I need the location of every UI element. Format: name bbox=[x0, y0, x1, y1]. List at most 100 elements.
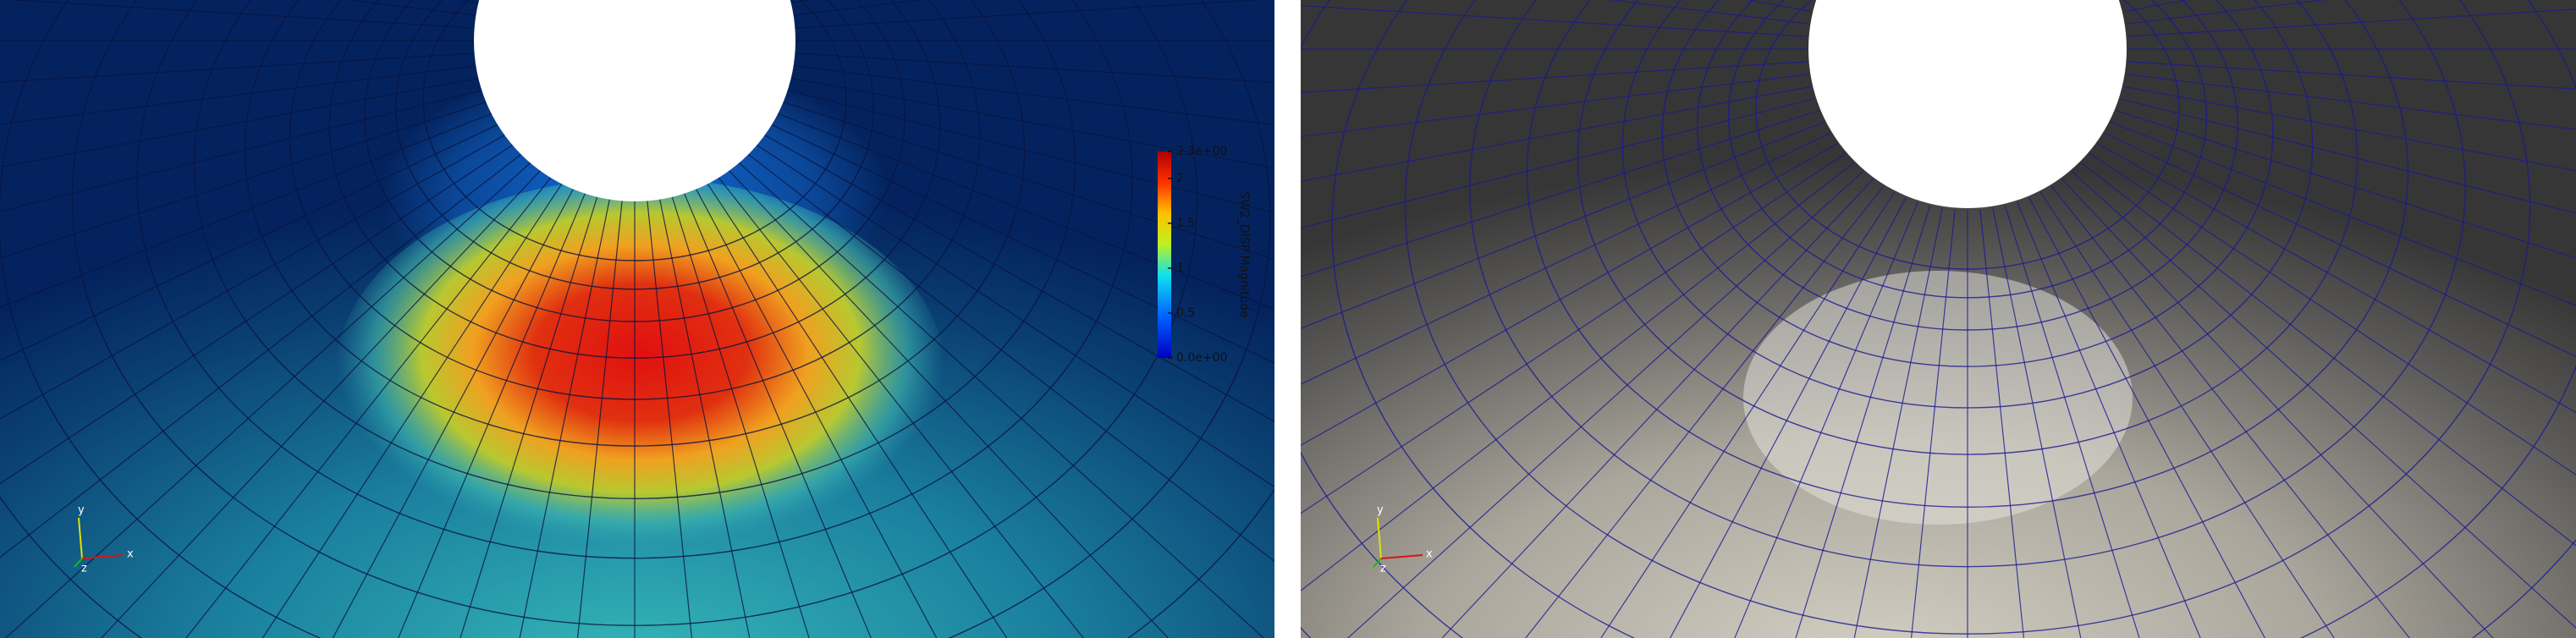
colorbar-ramp bbox=[1158, 151, 1171, 358]
mesh-spoke bbox=[0, 135, 505, 420]
mesh-spoke bbox=[100, 170, 541, 638]
mesh-spoke bbox=[1301, 132, 1831, 385]
colorbar-tick-label: 2 bbox=[1176, 172, 1184, 185]
colorbar: SW2_DISP Magnitude 2.3e+00 2 1.5 1 0.5 0.0e+0… bbox=[1158, 145, 1251, 365]
mesh-spoke bbox=[2004, 205, 2140, 638]
mesh-spoke bbox=[747, 153, 1274, 563]
mesh-spoke bbox=[1301, 152, 1846, 514]
hole bbox=[1808, 0, 2127, 208]
mesh-spoke bbox=[1301, 98, 1815, 229]
axis-label: x bbox=[1426, 548, 1433, 561]
mesh-spoke bbox=[757, 144, 1274, 488]
mesh-spoke bbox=[1301, 110, 1819, 278]
colorbar-tick-label: 0.0e+00 bbox=[1176, 351, 1227, 365]
mesh-spoke bbox=[718, 177, 1084, 638]
mesh-spoke bbox=[0, 144, 513, 485]
axis-label: z bbox=[1380, 563, 1386, 575]
mesh-spoke bbox=[1910, 209, 1956, 638]
mesh-spoke bbox=[1301, 85, 1812, 183]
mesh-spoke bbox=[2123, 85, 2576, 172]
mesh-spoke bbox=[795, 52, 1274, 84]
axis-label: y bbox=[1377, 504, 1384, 517]
mesh-spoke bbox=[2120, 98, 2576, 214]
colorbar-tick-label: 1.5 bbox=[1176, 217, 1195, 230]
mesh-spoke bbox=[2127, 8, 2576, 37]
mesh-spoke bbox=[764, 135, 1274, 422]
mesh-spoke bbox=[398, 193, 586, 638]
mesh-spoke bbox=[519, 199, 610, 638]
mesh-spoke bbox=[1979, 209, 2025, 638]
mesh-spoke bbox=[771, 124, 1274, 364]
mesh-spoke bbox=[2050, 185, 2410, 638]
mesh-spoke bbox=[1301, 5, 1808, 37]
mesh-spoke bbox=[738, 162, 1265, 638]
mesh-spoke bbox=[2111, 121, 2576, 306]
mesh-spoke bbox=[2097, 143, 2576, 414]
mesh-spoke bbox=[2104, 132, 2576, 358]
mesh-spoke bbox=[1734, 201, 1918, 638]
colorbar-title: SW2_DISP Magnitude bbox=[1237, 191, 1251, 318]
mesh-spoke bbox=[1853, 207, 1943, 638]
mesh-ring bbox=[0, 0, 1271, 638]
colorbar-tick-label: 1 bbox=[1176, 261, 1184, 275]
mesh-spoke bbox=[684, 193, 872, 638]
axis-label: y bbox=[78, 504, 85, 517]
mesh-spoke bbox=[659, 199, 751, 638]
mesh-spoke bbox=[1301, 121, 1825, 329]
mesh-spoke bbox=[0, 65, 476, 125]
mesh-spoke bbox=[332, 189, 574, 638]
y-axis bbox=[1377, 517, 1382, 559]
mesh-spoke bbox=[0, 113, 492, 308]
mesh-spoke bbox=[729, 170, 1170, 638]
mesh-spoke bbox=[707, 183, 1008, 638]
mesh-spoke bbox=[1525, 185, 1885, 638]
colorbar-tick-label: 0.5 bbox=[1176, 306, 1195, 320]
mesh-spoke bbox=[671, 196, 810, 638]
mesh-spoke bbox=[2028, 197, 2266, 638]
axes-glyph: y x z bbox=[74, 504, 134, 575]
mesh-spoke bbox=[261, 183, 563, 638]
mesh-ring bbox=[1331, 0, 2576, 638]
mesh-spoke bbox=[1301, 162, 1855, 591]
mesh-spoke bbox=[2039, 191, 2335, 638]
mesh-spoke bbox=[2116, 110, 2576, 259]
mesh-spoke bbox=[2061, 179, 2494, 638]
mesh-spoke bbox=[0, 52, 475, 83]
mesh-spoke bbox=[2127, 61, 2576, 90]
hot-spot bbox=[336, 178, 945, 567]
x-axis bbox=[81, 554, 124, 559]
mesh-spoke bbox=[1600, 191, 1896, 638]
mesh-spoke bbox=[1301, 61, 1808, 93]
mesh-spoke bbox=[576, 201, 623, 638]
mesh-spoke bbox=[2089, 152, 2576, 476]
mesh-spoke bbox=[1301, 74, 1809, 137]
x-axis bbox=[1380, 554, 1423, 559]
mesh-spoke bbox=[1441, 179, 1874, 638]
mesh-spoke bbox=[696, 189, 938, 638]
mesh-spoke bbox=[793, 65, 1274, 125]
y-axis bbox=[78, 517, 83, 559]
mesh-spoke bbox=[2080, 162, 2576, 547]
mesh-spoke bbox=[0, 77, 479, 168]
mesh-spoke bbox=[4, 162, 531, 638]
mesh-spoke bbox=[1301, 143, 1838, 446]
mesh-spoke bbox=[6, 0, 475, 29]
mesh-spoke bbox=[1992, 207, 2082, 638]
axes-glyph: y x z bbox=[1373, 504, 1433, 575]
shading bbox=[1743, 271, 2133, 525]
hole bbox=[474, 0, 795, 201]
mesh-spoke bbox=[2126, 74, 2576, 130]
mesh-spoke bbox=[460, 196, 598, 638]
mesh-spoke bbox=[2071, 171, 2576, 629]
mesh-spoke bbox=[185, 177, 552, 638]
mesh-spoke bbox=[0, 153, 522, 558]
mesh-spoke bbox=[778, 113, 1274, 311]
mesh-spoke bbox=[783, 102, 1274, 261]
mesh-spoke bbox=[1346, 171, 1864, 638]
axis-label: x bbox=[127, 548, 134, 561]
